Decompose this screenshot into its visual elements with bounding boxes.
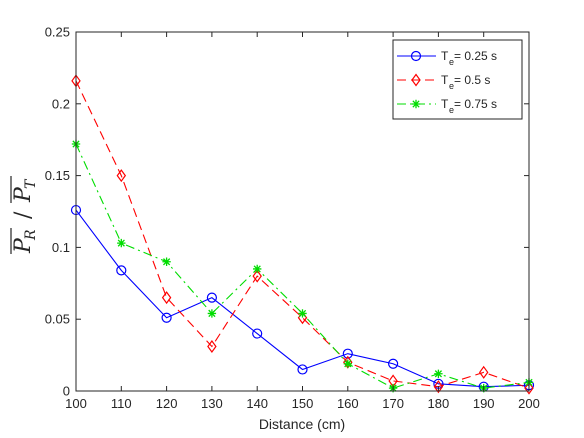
marker-asterisk xyxy=(343,359,352,368)
series-layer xyxy=(70,74,535,395)
y-tick-label: 0.25 xyxy=(45,25,70,40)
marker-diamond xyxy=(433,380,444,394)
legend-label-rest: = 0.25 s xyxy=(454,49,497,63)
y-axis-ticks: 0 0.05 0.1 0.15 0.2 0.25 xyxy=(45,25,529,399)
y-tick-label: 0 xyxy=(63,384,70,399)
y-tick-label: 0.1 xyxy=(52,240,70,255)
marker-diamond xyxy=(478,365,489,379)
marker-circle xyxy=(410,50,422,62)
marker-circle xyxy=(206,292,217,303)
y-label-den: P xyxy=(11,186,36,203)
marker-circle xyxy=(161,312,172,323)
marker-asterisk xyxy=(162,257,171,266)
legend-label-main: T xyxy=(441,97,449,111)
marker-diamond xyxy=(524,381,534,395)
x-tick-label: 120 xyxy=(156,396,178,411)
marker-asterisk xyxy=(411,99,421,109)
y-axis-label: P R / P T xyxy=(10,176,39,254)
x-tick-label: 170 xyxy=(382,396,404,411)
legend-label-main: T xyxy=(441,49,449,63)
y-tick-label: 0.2 xyxy=(52,96,70,111)
y-label-separator: / xyxy=(11,211,36,219)
y-tick-label: 0.15 xyxy=(45,168,70,183)
marker-diamond xyxy=(252,269,262,283)
y-label-den-sub: T xyxy=(23,178,39,189)
marker-diamond xyxy=(207,339,217,354)
x-tick-label: 110 xyxy=(111,396,132,411)
legend-label-main: T xyxy=(441,73,449,87)
marker-asterisk xyxy=(298,309,307,318)
series-0 xyxy=(70,204,535,392)
marker-circle xyxy=(297,364,308,375)
legend-label-rest: = 0.5 s xyxy=(454,73,490,87)
marker-asterisk xyxy=(253,264,262,274)
x-tick-label: 100 xyxy=(65,396,87,411)
x-tick-label: 180 xyxy=(428,396,450,411)
marker-diamond xyxy=(411,73,421,87)
series-line xyxy=(75,80,530,389)
marker-circle xyxy=(342,348,353,359)
marker-asterisk xyxy=(207,309,217,318)
x-tick-label: 190 xyxy=(473,396,495,411)
x-axis-ticks: 100 110 120 130 140 150 160 170 180 190 200 xyxy=(65,32,540,411)
x-axis-label: Distance (cm) xyxy=(259,416,345,432)
x-tick-label: 200 xyxy=(518,396,540,411)
marker-diamond xyxy=(161,291,172,305)
marker-asterisk xyxy=(117,238,126,248)
x-tick-label: 160 xyxy=(337,396,359,411)
series-line xyxy=(75,143,530,389)
marker-circle xyxy=(116,265,127,276)
marker-circle xyxy=(388,358,399,369)
marker-diamond xyxy=(116,169,127,183)
legend-label-sub: e xyxy=(449,57,454,67)
legend-label-sub: e xyxy=(449,81,454,91)
marker-asterisk xyxy=(434,369,443,378)
y-label-num: P xyxy=(11,237,36,254)
y-label-num-sub: R xyxy=(23,229,39,241)
legend-label-sub: e xyxy=(449,105,454,115)
x-tick-label: 150 xyxy=(292,396,314,411)
legend-label-rest: = 0.75 s xyxy=(454,97,497,111)
marker-circle xyxy=(252,328,263,339)
y-tick-label: 0.05 xyxy=(45,312,70,327)
x-tick-label: 130 xyxy=(201,396,223,411)
x-tick-label: 140 xyxy=(246,396,268,411)
series-line xyxy=(75,209,530,388)
